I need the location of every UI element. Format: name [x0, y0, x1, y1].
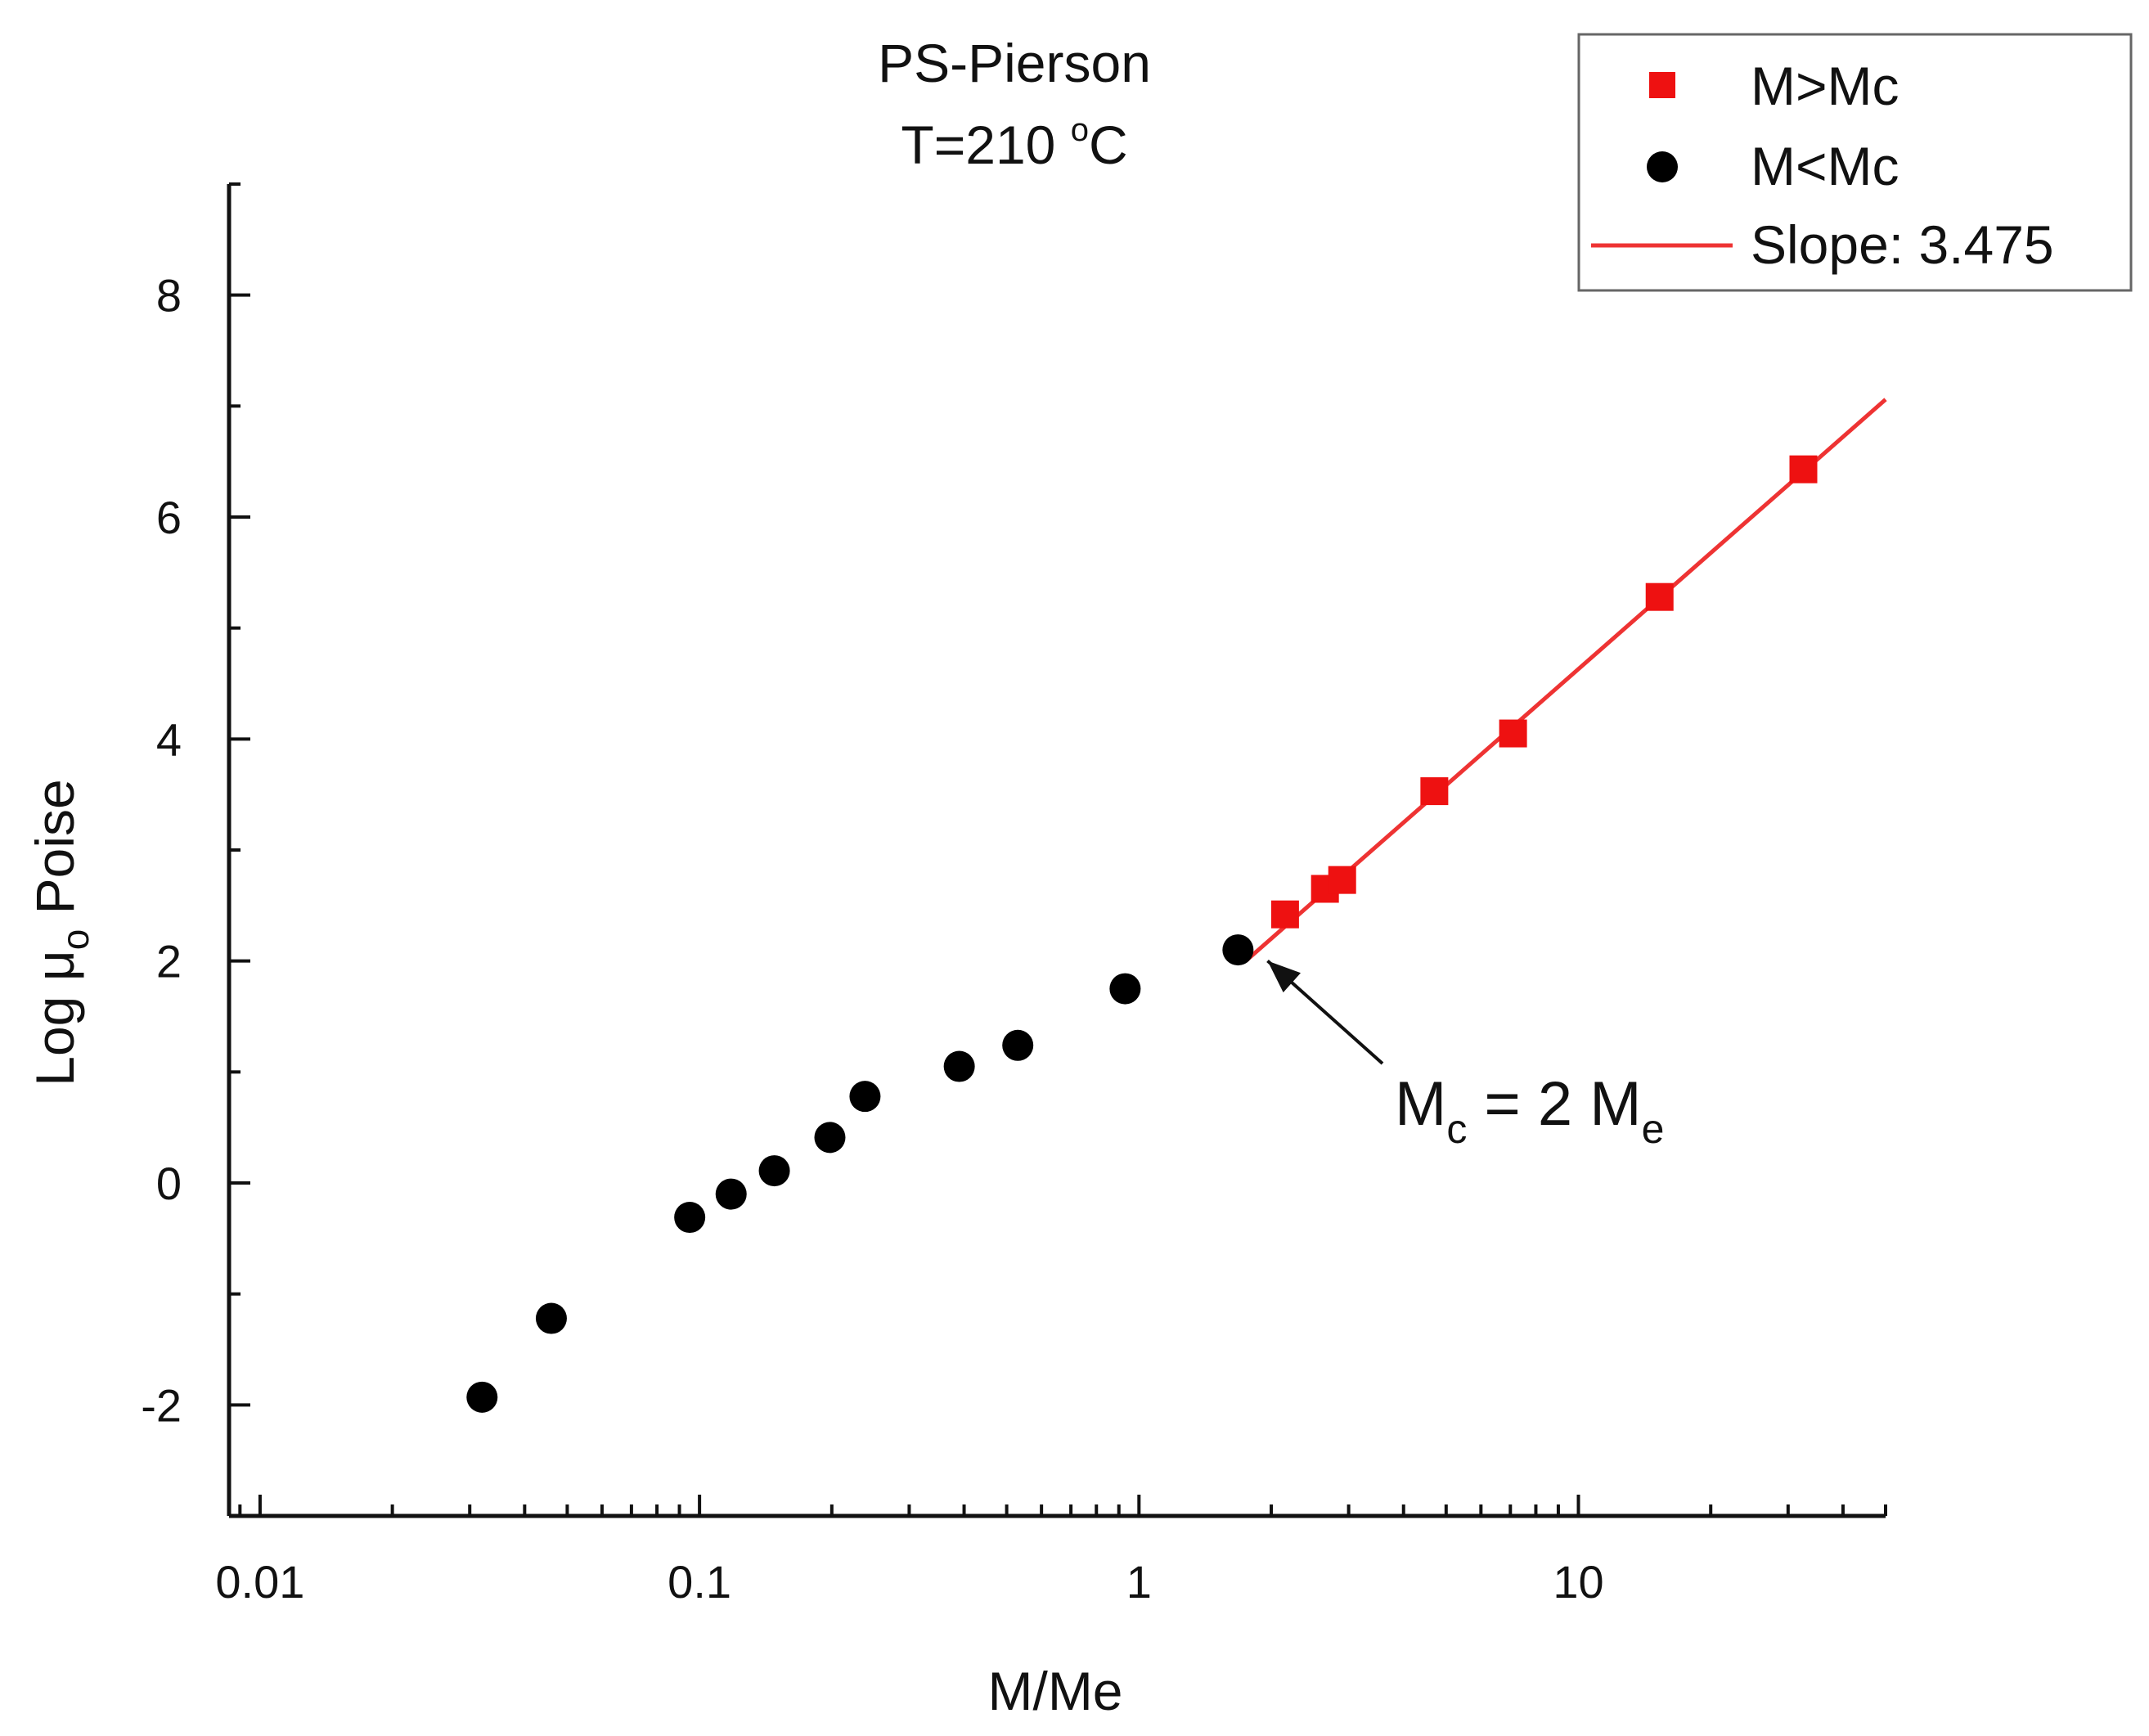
subtitle-suffix: C [1089, 115, 1128, 175]
circle-point [674, 1202, 706, 1234]
annotation-mid: = 2 M [1467, 1069, 1641, 1139]
annotation-arrow-head [1267, 960, 1302, 993]
legend-marker-square [1649, 72, 1675, 98]
data-points [466, 455, 1818, 1413]
y-tick-label: 4 [156, 713, 182, 765]
legend-marker-circle [1647, 151, 1678, 182]
circle-point [1222, 934, 1254, 966]
circle-point [943, 1050, 975, 1082]
y-label-prefix: Log μ [25, 950, 85, 1086]
square-point [1789, 455, 1818, 483]
legend-label-series1: M>Mc [1751, 56, 1899, 116]
chart-title: PS-Pierson [878, 33, 1151, 93]
y-tick-label: 6 [156, 492, 182, 543]
y-tick-label: 0 [156, 1158, 182, 1209]
x-tick-label: 0.01 [215, 1556, 304, 1608]
x-tick-label: 10 [1553, 1556, 1603, 1608]
circle-point [1002, 1029, 1034, 1061]
annotation-e: e [1642, 1106, 1665, 1152]
circle-point [1109, 973, 1141, 1005]
y-axis-ticks: -2 0 2 4 6 8 [141, 182, 250, 1518]
y-tick-label: -2 [141, 1379, 182, 1431]
square-point [1328, 866, 1356, 894]
legend: M>Mc M<Mc Slope: 3.475 [1577, 33, 2133, 292]
annotation: Mc = 2 Me [1266, 960, 1664, 1152]
x-axis-ticks: 0.01 0.1 1 10 [215, 1495, 1887, 1608]
square-point [1499, 719, 1527, 748]
y-axis-label: Log μo Poise [25, 779, 97, 1086]
subtitle-prefix: T=210 [901, 115, 1070, 175]
y-label-subscript: o [54, 929, 97, 951]
y-label-suffix: Poise [25, 779, 85, 929]
x-tick-label: 0.1 [668, 1556, 731, 1608]
legend-label-series2: M<Mc [1751, 136, 1899, 196]
y-tick-label: 2 [156, 936, 182, 987]
square-point [1645, 582, 1674, 611]
circle-point [814, 1122, 846, 1154]
annotation-text: Mc = 2 Me [1395, 1069, 1664, 1152]
square-point [1270, 900, 1299, 929]
square-point [1420, 777, 1449, 806]
subtitle-degree: o [1071, 112, 1089, 148]
annotation-m: M [1395, 1069, 1446, 1139]
axes [227, 184, 1886, 1518]
circle-point [715, 1178, 747, 1210]
circle-point [849, 1081, 881, 1113]
circle-point [535, 1302, 567, 1334]
annotation-c: c [1446, 1106, 1467, 1152]
x-tick-label: 1 [1126, 1556, 1152, 1608]
circle-point [466, 1381, 498, 1413]
legend-label-fit: Slope: 3.475 [1751, 214, 2054, 275]
y-tick-label: 8 [156, 270, 182, 322]
x-axis-label: M/Me [988, 1661, 1123, 1721]
circle-point [758, 1155, 790, 1187]
chart-subtitle: T=210 oC [901, 112, 1127, 175]
